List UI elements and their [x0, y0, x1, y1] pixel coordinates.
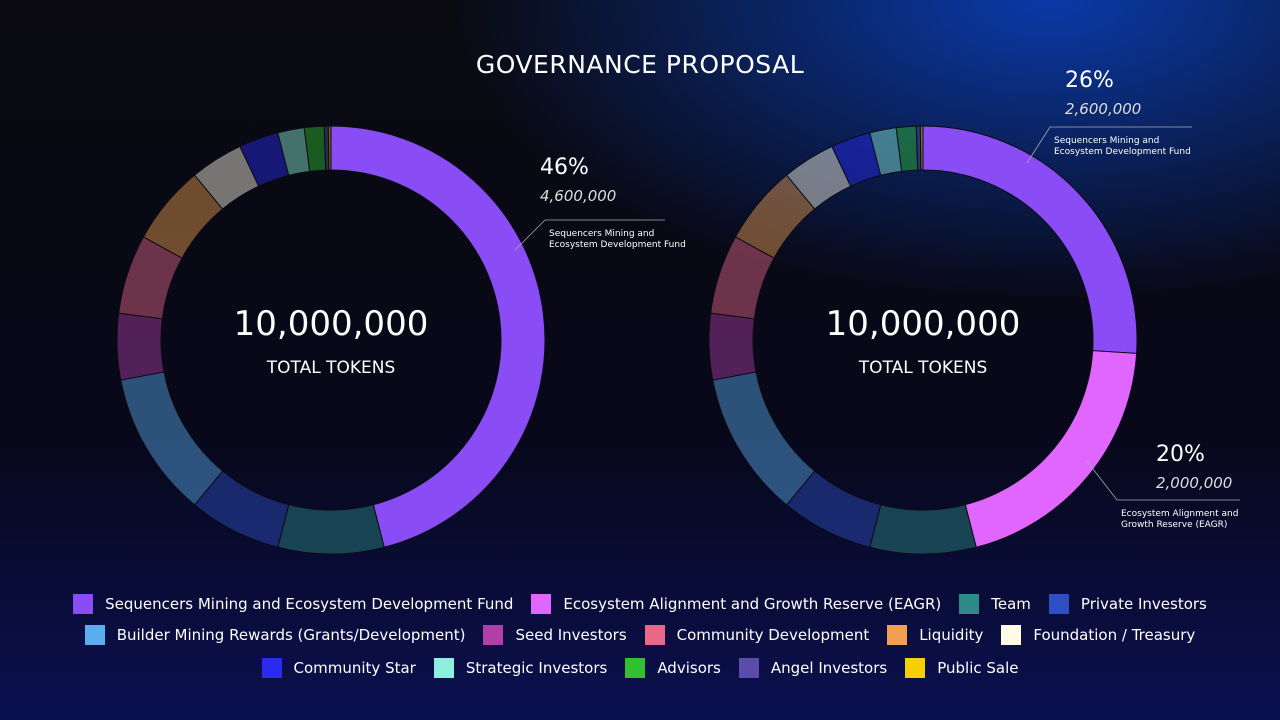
legend-swatch [531, 594, 552, 614]
annotation-percent: 46% [540, 155, 589, 180]
annotation-label: Sequencers Mining and Ecosystem Developm… [1054, 136, 1191, 157]
legend-item: Sequencers Mining and Ecosystem Developm… [73, 594, 513, 614]
legend-row: Community Star Strategic Investors Advisor… [0, 658, 1280, 678]
legend-item: Public Sale [905, 658, 1019, 678]
legend-swatch [483, 625, 504, 645]
center-value: 10,000,000 [233, 304, 429, 344]
annotation-label: Ecosystem Alignment and Growth Reserve (… [1121, 509, 1239, 530]
legend-item: Strategic Investors [433, 658, 608, 678]
legend-swatch [261, 658, 282, 678]
donut-slice [120, 371, 224, 506]
donut-slice [869, 504, 977, 555]
legend-item: Private Investors [1048, 594, 1207, 614]
leader-line [514, 219, 665, 251]
donut-slice [708, 312, 757, 381]
legend-label: Team [991, 595, 1031, 613]
donut-slice [964, 350, 1138, 548]
legend-item: Foundation / Treasury [1001, 625, 1195, 645]
legend-row: Builder Mining Rewards (Grants/Developme… [0, 625, 1280, 645]
leader-line [1026, 126, 1192, 164]
legend-item: Community Star [261, 658, 416, 678]
legend-swatch [1048, 594, 1069, 614]
donut-slice [327, 125, 332, 171]
legend-label: Sequencers Mining and Ecosystem Developm… [105, 595, 514, 613]
center-value: 10,000,000 [825, 304, 1021, 344]
legend-item: Advisors [625, 658, 721, 678]
legend-label: Private Investors [1080, 595, 1207, 613]
legend-swatch [738, 658, 759, 678]
legend-item: Liquidity [887, 625, 983, 645]
legend-swatch [625, 658, 646, 678]
legend-label: Public Sale [937, 659, 1019, 677]
legend-swatch [84, 625, 105, 645]
donut-slice [330, 125, 546, 548]
legend-label: Seed Investors [515, 626, 627, 644]
title: GOVERNANCE PROPOSAL [475, 50, 805, 79]
center-label: TOTAL TOKENS [858, 358, 988, 378]
legend-label: Community Development [676, 626, 870, 644]
legend-label: Advisors [657, 659, 721, 677]
legend-item: Angel Investors [738, 658, 888, 678]
legend-label: Ecosystem Alignment and Growth Reserve (… [563, 595, 942, 613]
legend-swatch [433, 658, 454, 678]
legend-label: Strategic Investors [465, 659, 608, 677]
legend-swatch [959, 594, 980, 614]
donut-slice [712, 371, 816, 506]
legend-item: Ecosystem Alignment and Growth Reserve (… [531, 594, 941, 614]
legend-item: Community Development [644, 625, 870, 645]
legend-label: Foundation / Treasury [1033, 626, 1196, 644]
legend-row: Sequencers Mining and Ecosystem Developm… [0, 594, 1280, 614]
legend-label: Builder Mining Rewards (Grants/Developme… [116, 626, 466, 644]
legend-swatch [644, 625, 665, 645]
donut-slice [919, 125, 924, 171]
center-label: TOTAL TOKENS [266, 358, 396, 378]
legend-label: Liquidity [919, 626, 984, 644]
legend-label: Community Star [293, 659, 416, 677]
leader-line [1085, 459, 1240, 501]
donut-slice [277, 504, 385, 555]
legend-item: Seed Investors [483, 625, 627, 645]
legend-swatch [73, 594, 94, 614]
legend-item: Team [959, 594, 1031, 614]
legend-item: Builder Mining Rewards (Grants/Developme… [84, 625, 466, 645]
donut-slice [116, 312, 165, 381]
annotation-percent: 20% [1156, 442, 1205, 467]
legend-swatch [1001, 625, 1022, 645]
annotation-amount: 2,000,000 [1156, 474, 1233, 492]
legend-label: Angel Investors [770, 659, 888, 677]
annotation-percent: 26% [1065, 68, 1114, 93]
annotation-amount: 2,600,000 [1065, 100, 1142, 118]
annotation-amount: 4,600,000 [540, 187, 617, 205]
legend-swatch [905, 658, 926, 678]
legend-swatch [887, 625, 908, 645]
annotation-label: Sequencers Mining and Ecosystem Developm… [549, 229, 686, 250]
